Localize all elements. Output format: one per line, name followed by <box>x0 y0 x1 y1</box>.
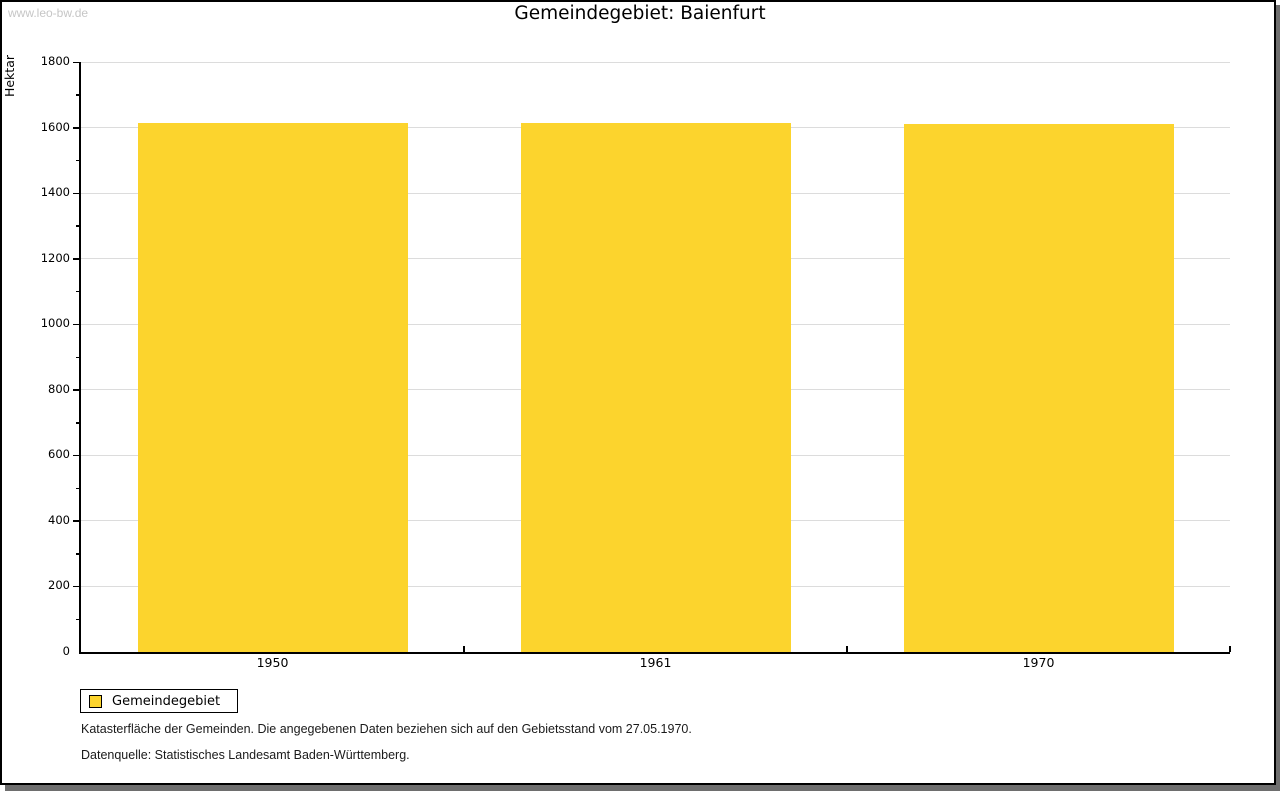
legend-swatch <box>89 694 102 708</box>
y-tick-label-600: 600 <box>48 447 70 462</box>
y-minor-tick-100 <box>76 618 80 621</box>
y-tick-label-200: 200 <box>48 578 70 593</box>
y-tick-label-1600: 1600 <box>40 119 70 134</box>
x-label-1950: 1950 <box>256 655 289 670</box>
y-major-tick-800 <box>73 389 80 391</box>
y-major-tick-1400 <box>73 192 80 195</box>
y-minor-tick-900 <box>76 356 80 358</box>
x-label-1970: 1970 <box>1022 655 1055 670</box>
x-boundary-tick-2 <box>846 646 848 652</box>
footnote-datenquelle: Datenquelle: Statistisches Landesamt Bad… <box>81 748 410 762</box>
watermark: www.leo-bw.de <box>8 6 89 20</box>
y-axis-title: Hektar <box>2 55 20 111</box>
y-major-tick-1600 <box>73 127 80 129</box>
legend: Gemeindegebiet <box>80 689 238 713</box>
y-tick-label-1800: 1800 <box>40 54 70 68</box>
y-major-tick-1800 <box>73 61 80 63</box>
y-major-tick-600 <box>73 454 80 457</box>
bar-1961 <box>520 122 791 652</box>
y-major-tick-400 <box>73 520 80 522</box>
bar-1970 <box>903 124 1174 652</box>
y-major-tick-1000 <box>73 323 80 326</box>
y-tick-label-1400: 1400 <box>40 185 70 200</box>
frame-shadow-right <box>1276 5 1280 791</box>
x-boundary-tick-1 <box>463 646 465 652</box>
gridline-1800 <box>81 61 1230 63</box>
y-minor-tick-1100 <box>76 290 80 293</box>
frame-shadow-bottom <box>5 785 1280 791</box>
x-axis-line <box>79 652 1230 654</box>
y-major-tick-200 <box>73 585 80 588</box>
y-major-tick-1200 <box>73 258 80 260</box>
y-minor-tick-700 <box>76 422 80 424</box>
x-boundary-tick-3 <box>1229 646 1231 652</box>
chart-title: Gemeindegebiet: Baienfurt <box>514 3 766 24</box>
footnote-gebietsstand: Katasterfläche der Gemeinden. Die angege… <box>81 722 692 736</box>
y-tick-label-0: 0 <box>62 644 70 658</box>
y-minor-tick-1500 <box>76 159 80 162</box>
y-axis-line <box>79 62 81 654</box>
y-minor-tick-1300 <box>76 225 80 227</box>
y-axis-title-text: Hektar <box>2 55 17 98</box>
y-minor-tick-1700 <box>76 94 80 96</box>
y-tick-label-400: 400 <box>48 512 70 527</box>
x-label-1961: 1961 <box>639 655 672 670</box>
y-tick-label-1200: 1200 <box>40 250 70 265</box>
y-tick-label-800: 800 <box>48 381 70 396</box>
legend-label: Gemeindegebiet <box>112 693 221 709</box>
y-tick-label-1000: 1000 <box>40 316 70 331</box>
y-minor-tick-300 <box>76 553 80 555</box>
y-minor-tick-500 <box>76 487 80 490</box>
bar-1950 <box>137 122 408 652</box>
